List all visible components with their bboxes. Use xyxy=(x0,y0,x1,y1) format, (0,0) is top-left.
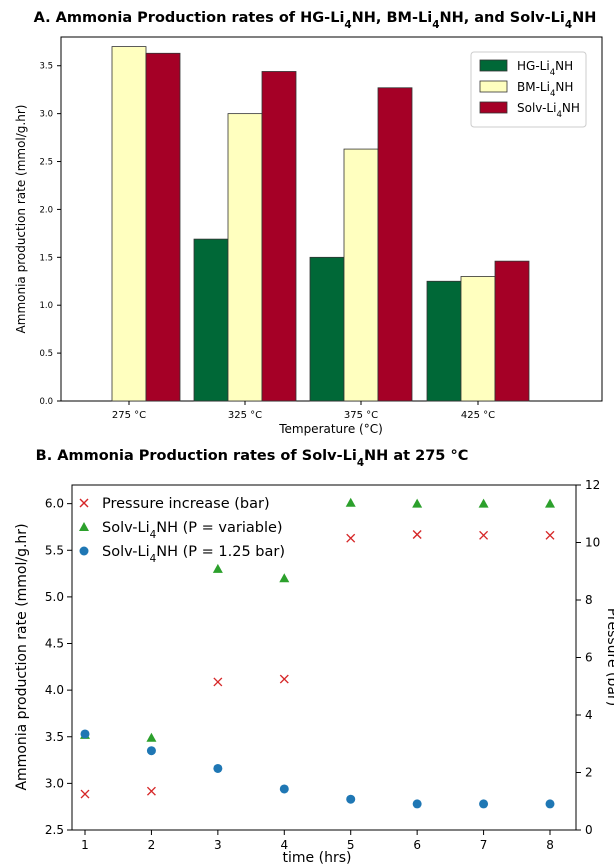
legend-label-solv-li4nh-p-1-25-bar: Solv-Li4NH (P = 1.25 bar) xyxy=(102,544,285,565)
point-solv-li4nh-p-1-25-bar-2 xyxy=(146,746,156,756)
bar-bm-li4nh-275-c xyxy=(111,46,147,402)
panel-a-y-tick-label: 3.5 xyxy=(39,62,53,72)
legend-swatch-solv-li4nh xyxy=(479,101,508,114)
bar-solv-li4nh-275-c xyxy=(145,52,181,402)
legend-label-solv-li4nh-p-variable: Solv-Li4NH (P = variable) xyxy=(102,520,283,541)
legend-swatch-hg-li4nh xyxy=(479,59,508,72)
panel-a: A. Ammonia Production rates of HG-Li4NH,… xyxy=(14,10,603,436)
point-solv-li4nh-p-variable-2 xyxy=(146,732,157,742)
point-pressure-increase-bar-6 xyxy=(412,529,422,539)
panel-b-right-y-tick-label: 0 xyxy=(585,823,593,837)
panel-b-title: B. Ammonia Production rates of Solv-Li4N… xyxy=(36,448,469,469)
point-solv-li4nh-p-variable-6 xyxy=(412,498,423,508)
point-pressure-increase-bar-7 xyxy=(479,530,489,540)
point-solv-li4nh-p-1-25-bar-6 xyxy=(412,799,422,809)
point-pressure-increase-bar-8 xyxy=(545,530,555,540)
panel-a-x-tick-label: 375 °C xyxy=(344,410,378,421)
point-solv-li4nh-p-variable-4 xyxy=(279,573,290,583)
panel-b-x-tick-label: 4 xyxy=(280,838,288,852)
legend-swatch-bm-li4nh xyxy=(479,80,508,93)
point-pressure-increase-bar-4 xyxy=(279,674,289,684)
panel-a-y-tick-label: 2.5 xyxy=(39,158,53,168)
panel-b-x-tick-label: 2 xyxy=(148,838,156,852)
panel-a-y-tick-label: 1.0 xyxy=(39,301,53,311)
point-solv-li4nh-p-1-25-bar-5 xyxy=(346,794,356,804)
panel-a-y-tick-label: 2.0 xyxy=(39,205,53,215)
panel-a-x-axis-label: Temperature (°C) xyxy=(278,422,383,436)
point-pressure-increase-bar-5 xyxy=(346,533,356,543)
bar-bm-li4nh-375-c xyxy=(343,148,379,402)
panel-b-x-axis-label: time (hrs) xyxy=(283,850,352,866)
panel-b-plot-frame xyxy=(71,484,577,831)
bar-hg-li4nh-375-c xyxy=(309,256,345,402)
panel-b-x-tick-label: 8 xyxy=(546,838,554,852)
point-solv-li4nh-p-1-25-bar-7 xyxy=(479,799,489,809)
panel-a-x-tick-label: 275 °C xyxy=(112,410,146,421)
panel-b: B. Ammonia Production rates of Solv-Li4N… xyxy=(14,448,614,866)
panel-b-y-tick-label: 5.0 xyxy=(45,590,64,604)
panel-b-y-tick-label: 3.5 xyxy=(45,730,64,744)
panel-a-y-tick-label: 3.0 xyxy=(39,110,53,120)
panel-b-y-tick-label: 4.0 xyxy=(45,683,64,697)
panel-b-x-tick-label: 7 xyxy=(480,838,488,852)
legend-marker-solv-li4nh-p-variable xyxy=(79,522,89,531)
panel-b-y-axis-label: Ammonia production rate (mmol/g.hr) xyxy=(14,523,30,790)
panel-b-right-y-tick-label: 10 xyxy=(585,536,600,550)
point-solv-li4nh-p-variable-5 xyxy=(345,497,356,507)
panel-a-y-axis-label: Ammonia production rate (mmol/g.hr) xyxy=(14,105,28,334)
point-solv-li4nh-p-1-25-bar-3 xyxy=(213,763,223,773)
legend-marker-solv-li4nh-p-1-25-bar xyxy=(79,546,89,556)
bar-solv-li4nh-325-c xyxy=(261,71,297,402)
panel-b-y-tick-label: 2.5 xyxy=(45,823,64,837)
point-solv-li4nh-p-variable-7 xyxy=(478,498,489,508)
panel-a-x-tick-label: 425 °C xyxy=(461,410,495,421)
panel-b-x-tick-label: 5 xyxy=(347,838,355,852)
panel-b-x-tick-label: 1 xyxy=(81,838,89,852)
legend-label-bm-li4nh: BM-Li4NH xyxy=(517,80,573,99)
panel-b-y-tick-label: 3.0 xyxy=(45,776,64,790)
panel-b-right-y-tick-label: 6 xyxy=(585,651,593,665)
panel-a-y-tick-label: 0.0 xyxy=(39,397,53,407)
panel-a-y-tick-label: 0.5 xyxy=(39,349,53,359)
panel-b-y-tick-label: 4.5 xyxy=(45,637,64,651)
panel-a-y-tick-label: 1.5 xyxy=(39,253,53,263)
legend-label-hg-li4nh: HG-Li4NH xyxy=(517,59,573,78)
panel-b-legend: Pressure increase (bar) Solv-Li4NH (P = v… xyxy=(79,496,285,565)
bar-hg-li4nh-425-c xyxy=(426,280,462,402)
bar-bm-li4nh-425-c xyxy=(460,276,496,402)
panel-b-right-y-tick-label: 12 xyxy=(585,478,600,492)
bar-bm-li4nh-325-c xyxy=(227,113,263,402)
legend-marker-pressure-increase-bar xyxy=(79,498,89,508)
bar-solv-li4nh-375-c xyxy=(377,87,413,402)
legend-label-solv-li4nh: Solv-Li4NH xyxy=(517,101,580,120)
panel-b-right-y-axis-label: Pressure (bar) xyxy=(604,608,614,706)
point-solv-li4nh-p-1-25-bar-1 xyxy=(80,729,90,739)
panel-b-y-tick-label: 5.5 xyxy=(45,543,64,557)
panel-b-right-y-tick-label: 8 xyxy=(585,593,593,607)
panel-a-legend: HG-Li4NH BM-Li4NH Solv-Li4NH xyxy=(470,51,587,128)
point-solv-li4nh-p-1-25-bar-8 xyxy=(545,799,555,809)
point-pressure-increase-bar-1 xyxy=(80,789,90,799)
panel-b-x-tick-label: 3 xyxy=(214,838,222,852)
legend-label-pressure-increase-bar: Pressure increase (bar) xyxy=(102,496,270,512)
panel-b-x-tick-label: 6 xyxy=(413,838,421,852)
point-solv-li4nh-p-variable-3 xyxy=(212,563,223,573)
panel-b-right-y-tick-label: 2 xyxy=(585,766,593,780)
panel-a-x-tick-label: 325 °C xyxy=(228,410,262,421)
point-pressure-increase-bar-2 xyxy=(146,786,156,796)
point-pressure-increase-bar-3 xyxy=(213,677,223,687)
bar-solv-li4nh-425-c xyxy=(494,260,530,402)
point-solv-li4nh-p-variable-8 xyxy=(545,498,556,508)
bar-hg-li4nh-325-c xyxy=(193,238,229,402)
panel-b-right-y-tick-label: 4 xyxy=(585,708,593,722)
panel-a-title: A. Ammonia Production rates of HG-Li4NH,… xyxy=(34,10,597,31)
panel-b-y-tick-label: 6.0 xyxy=(45,497,64,511)
point-solv-li4nh-p-1-25-bar-4 xyxy=(279,784,289,794)
